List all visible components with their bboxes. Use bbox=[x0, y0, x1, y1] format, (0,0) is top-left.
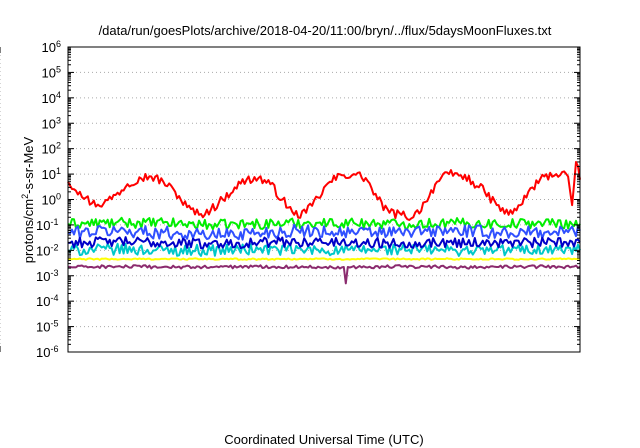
y-tick-label: 10-3 bbox=[36, 268, 58, 284]
y-tick-label: 102 bbox=[42, 141, 61, 157]
y-tick-label: 10-6 bbox=[36, 344, 58, 360]
y-tick-exponent: -1 bbox=[50, 217, 58, 227]
y-tick-base: 10 bbox=[36, 320, 50, 335]
series-line-3 bbox=[67, 223, 581, 241]
y-tick-label: 106 bbox=[42, 39, 61, 55]
y-tick-base: 10 bbox=[42, 116, 56, 131]
y-axis-label: protons/cm2-s-sr-MeV bbox=[20, 136, 36, 263]
y-tick-label: 10-5 bbox=[36, 319, 58, 335]
y-tick-base: 10 bbox=[36, 218, 50, 233]
y-tick-exponent: 3 bbox=[56, 115, 61, 125]
y-tick-base: 10 bbox=[36, 294, 50, 309]
y-tick-base: 10 bbox=[42, 142, 56, 157]
y-tick-exponent: -6 bbox=[50, 344, 58, 354]
y-tick-exponent: -2 bbox=[50, 242, 58, 252]
y-tick-exponent: 5 bbox=[56, 64, 61, 74]
series-layer bbox=[67, 161, 581, 285]
y-axis-label-tail: -s-sr-MeV bbox=[21, 136, 36, 193]
y-tick-base: 10 bbox=[42, 65, 56, 80]
y-tick-base: 10 bbox=[36, 269, 50, 284]
y-tick-label: 101 bbox=[42, 166, 61, 182]
series-line-1 bbox=[67, 216, 581, 231]
y-tick-base: 10 bbox=[36, 345, 50, 360]
series-line-2 bbox=[67, 242, 581, 257]
y-tick-exponent: -5 bbox=[50, 319, 58, 329]
y-tick-labels: 10610510410310210110010-110-210-310-410-… bbox=[36, 39, 61, 360]
x-axis-label: Coordinated Universal Time (UTC) bbox=[224, 432, 423, 447]
y-tick-base: 10 bbox=[42, 167, 56, 182]
chart-title: /data/run/goesPlots/archive/2018-04-20/1… bbox=[99, 23, 552, 38]
y-tick-label: 10-2 bbox=[36, 242, 58, 258]
y-tick-label: 105 bbox=[42, 64, 61, 80]
y-tick-base: 10 bbox=[42, 193, 56, 208]
series-line-6 bbox=[67, 264, 581, 285]
tick-marks bbox=[0, 46, 580, 353]
y-tick-label: 10-4 bbox=[36, 293, 58, 309]
y-tick-exponent: 2 bbox=[56, 141, 61, 151]
y-tick-base: 10 bbox=[36, 243, 50, 258]
y-tick-exponent: -3 bbox=[50, 268, 58, 278]
series-line-5 bbox=[68, 257, 581, 261]
y-tick-base: 10 bbox=[42, 91, 56, 106]
y-tick-exponent: 1 bbox=[56, 166, 61, 176]
y-axis-label-superscript: 2 bbox=[20, 194, 30, 199]
y-tick-label: 104 bbox=[42, 90, 61, 106]
y-tick-exponent: -4 bbox=[50, 293, 58, 303]
y-tick-label: 10-1 bbox=[36, 217, 58, 233]
y-axis-label-main: protons/cm bbox=[21, 199, 36, 263]
y-tick-exponent: 6 bbox=[56, 39, 61, 49]
y-tick-label: 100 bbox=[42, 192, 61, 208]
series-line-0 bbox=[67, 161, 581, 221]
y-tick-exponent: 0 bbox=[56, 192, 61, 202]
y-tick-exponent: 4 bbox=[56, 90, 61, 100]
y-tick-label: 103 bbox=[42, 115, 61, 131]
series-line-4 bbox=[67, 236, 581, 250]
y-tick-base: 10 bbox=[42, 40, 56, 55]
